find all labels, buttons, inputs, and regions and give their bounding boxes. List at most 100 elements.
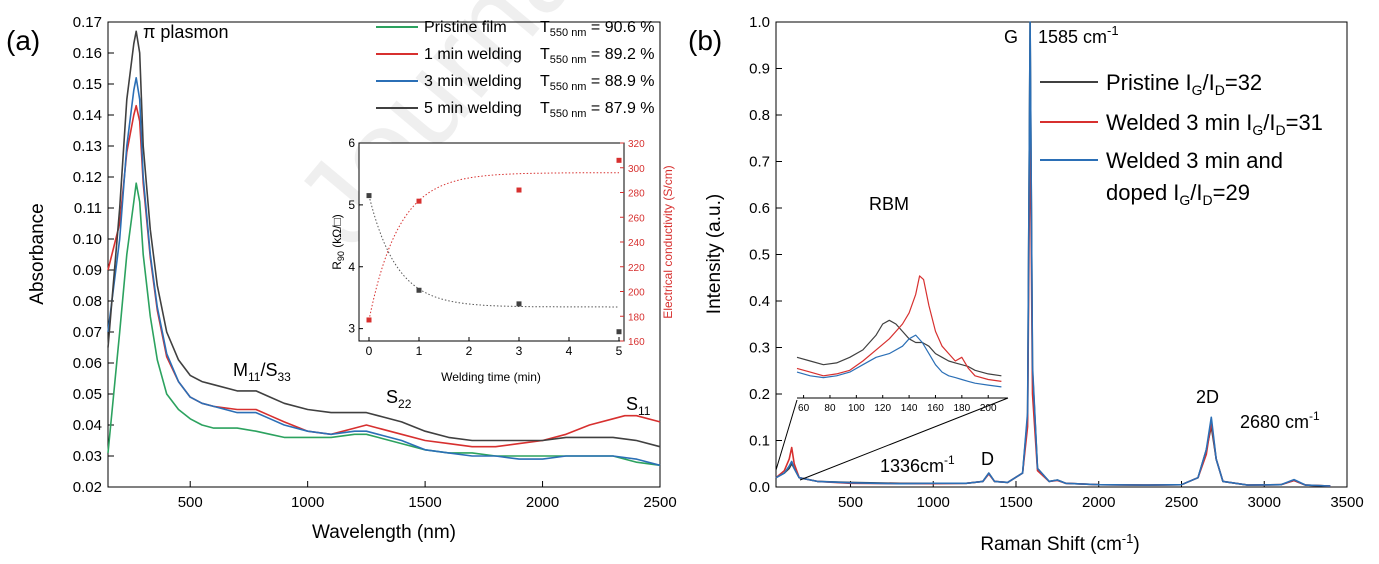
rbm-title: RBM bbox=[869, 194, 909, 214]
y-tick-label: 0.04 bbox=[73, 417, 102, 434]
y-tick-label: 0.7 bbox=[749, 154, 770, 171]
y-tick-label: 0.11 bbox=[74, 200, 102, 217]
rbm-x-tick-label: 60 bbox=[798, 403, 810, 414]
annotation-g-position: 1585 cm-1 bbox=[1038, 23, 1119, 47]
rbm-series-line bbox=[796, 319, 1002, 377]
x-tick-label: 3500 bbox=[1330, 494, 1363, 511]
rbm-x-tick-label: 200 bbox=[980, 403, 997, 414]
legend-label: Pristine film bbox=[424, 19, 507, 36]
legend-transmittance: T550 nm = 87.9 % bbox=[540, 100, 655, 120]
y-tick-label: 0.5 bbox=[749, 247, 770, 264]
annotation-m11-s33: M11/S33 bbox=[233, 360, 291, 384]
annotation-pi-plasmon: π plasmon bbox=[143, 22, 228, 42]
panel-b: (b) 500 1000 1500 2000 2500 3000 3500 0.0 0.1 0.2… bbox=[688, 14, 1364, 555]
legend-transmittance: T550 nm = 90.6 % bbox=[540, 19, 655, 39]
y-tick-label: 0.06 bbox=[73, 355, 102, 372]
legend-label-line2: doped IG/ID=29 bbox=[1106, 180, 1250, 208]
inset-ticks: 0 1 2 3 4 5 3 4 5 6 160 180 200 220 240 260 280 300 320 bbox=[348, 136, 645, 358]
legend-item: 5 min welding T550 nm = 87.9 % bbox=[376, 100, 655, 120]
legend-item: 3 min welding T550 nm = 88.9 % bbox=[376, 73, 655, 93]
y-tick-label: 0.02 bbox=[73, 479, 102, 496]
x-tick-label: 500 bbox=[838, 494, 863, 511]
y-tick-label: 0.6 bbox=[749, 200, 770, 217]
y-tick-label: 0.08 bbox=[73, 293, 102, 310]
inset-y2-tick-label: 280 bbox=[628, 189, 645, 200]
inset-y-tick-label: 4 bbox=[348, 260, 355, 274]
legend-label: 3 min welding bbox=[424, 73, 522, 90]
y-tick-label: 0.09 bbox=[73, 262, 102, 279]
inset-y2-tick-label: 200 bbox=[628, 288, 645, 299]
x-tick-label: 1500 bbox=[408, 494, 441, 511]
panel-a-y-title: Absorbance bbox=[27, 203, 48, 304]
rbm-x-tick-label: 80 bbox=[824, 403, 836, 414]
inset-point-r90 bbox=[616, 329, 622, 335]
y-tick-label: 0.9 bbox=[749, 61, 770, 78]
inset-x-tick-label: 4 bbox=[566, 344, 573, 358]
rbm-series-line bbox=[796, 334, 1002, 388]
inset-fit-conductivity bbox=[368, 172, 619, 321]
panel-b-ticks: 500 1000 1500 2000 2500 3000 3500 0.0 0.1 0.2 0.3 0… bbox=[749, 14, 1364, 511]
y-tick-label: 0.4 bbox=[749, 293, 770, 310]
inset-fit-curves bbox=[368, 172, 619, 321]
inset-y2-title: Electrical conductivity (S/cm) bbox=[661, 165, 675, 318]
annotation-2d-peak: 2D bbox=[1196, 387, 1219, 407]
y-tick-label: 0.03 bbox=[73, 448, 102, 465]
inset-y2-tick-label: 240 bbox=[628, 238, 645, 249]
x-tick-label: 3000 bbox=[1248, 494, 1281, 511]
inset-y2-tick-label: 260 bbox=[628, 213, 645, 224]
legend-item: Welded 3 min IG/ID=31 bbox=[1040, 110, 1323, 138]
y-tick-label: 0.8 bbox=[749, 107, 770, 124]
inset-point-r90 bbox=[416, 287, 422, 293]
inset-point-conductivity bbox=[516, 187, 522, 193]
x-tick-label: 1000 bbox=[917, 494, 950, 511]
legend-transmittance: T550 nm = 89.2 % bbox=[540, 46, 655, 66]
x-tick-label: 500 bbox=[178, 494, 203, 511]
annotation-d-position: 1336cm-1 bbox=[880, 453, 955, 476]
legend-item: 1 min welding T550 nm = 89.2 % bbox=[376, 46, 655, 66]
y-tick-label: 0.17 bbox=[73, 14, 102, 31]
panel-a-legend: Pristine film T550 nm = 90.6 % 1 min wel… bbox=[376, 19, 655, 120]
inset-y-tick-label: 5 bbox=[348, 198, 355, 212]
y-tick-label: 0.0 bbox=[749, 479, 770, 496]
inset-y-tick-label: 3 bbox=[348, 322, 355, 336]
zoom-connector-upper bbox=[775, 399, 798, 471]
inset-point-conductivity bbox=[416, 198, 422, 204]
legend-label: Welded 3 min and bbox=[1106, 148, 1283, 173]
y-tick-label: 0.05 bbox=[73, 386, 102, 403]
x-tick-label: 1000 bbox=[291, 494, 324, 511]
y-tick-label: 0.12 bbox=[73, 169, 102, 186]
legend-label: 5 min welding bbox=[424, 100, 522, 117]
y-tick-label: 0.16 bbox=[73, 45, 102, 62]
annotation-s11: S11 bbox=[626, 394, 651, 418]
rbm-x-tick-label: 180 bbox=[954, 403, 971, 414]
series-line bbox=[107, 30, 661, 448]
zoom-connector-lower bbox=[799, 397, 1009, 481]
y-tick-label: 0.3 bbox=[749, 340, 770, 357]
annotation-d-peak: D bbox=[981, 449, 994, 469]
inset-point-r90 bbox=[516, 301, 522, 307]
annotation-2d-position: 2680 cm-1 bbox=[1240, 409, 1320, 432]
inset-y2-tick-label: 220 bbox=[628, 263, 645, 274]
legend-item: Pristine film T550 nm = 90.6 % bbox=[376, 19, 655, 39]
inset-x-title: Welding time (min) bbox=[441, 370, 541, 384]
rbm-inset-series bbox=[796, 275, 1002, 388]
series-line bbox=[775, 21, 1331, 487]
rbm-inset-ticks: 60 80 100 120 140 160 180 200 bbox=[798, 395, 997, 414]
inset-frame bbox=[358, 142, 625, 342]
inset-y2-tick-label: 180 bbox=[628, 312, 645, 323]
inset-point-conductivity bbox=[366, 317, 372, 323]
x-tick-label: 2500 bbox=[643, 494, 676, 511]
inset-point-conductivity bbox=[616, 157, 622, 163]
inset-x-tick-label: 3 bbox=[516, 344, 523, 358]
panel-b-label: (b) bbox=[688, 25, 722, 56]
series-line bbox=[107, 182, 661, 467]
y-tick-label: 0.15 bbox=[73, 76, 102, 93]
inset-y2-tick-label: 300 bbox=[628, 164, 645, 175]
panel-a-plot-frame bbox=[107, 21, 661, 488]
y-tick-label: 0.2 bbox=[749, 386, 770, 403]
panel-a-ticks: 500 1000 1500 2000 25000.020.030.040.050.060… bbox=[73, 14, 677, 511]
panel-b-series bbox=[775, 21, 1331, 487]
x-tick-label: 2500 bbox=[1165, 494, 1198, 511]
inset-y2-tick-label: 320 bbox=[628, 139, 645, 150]
